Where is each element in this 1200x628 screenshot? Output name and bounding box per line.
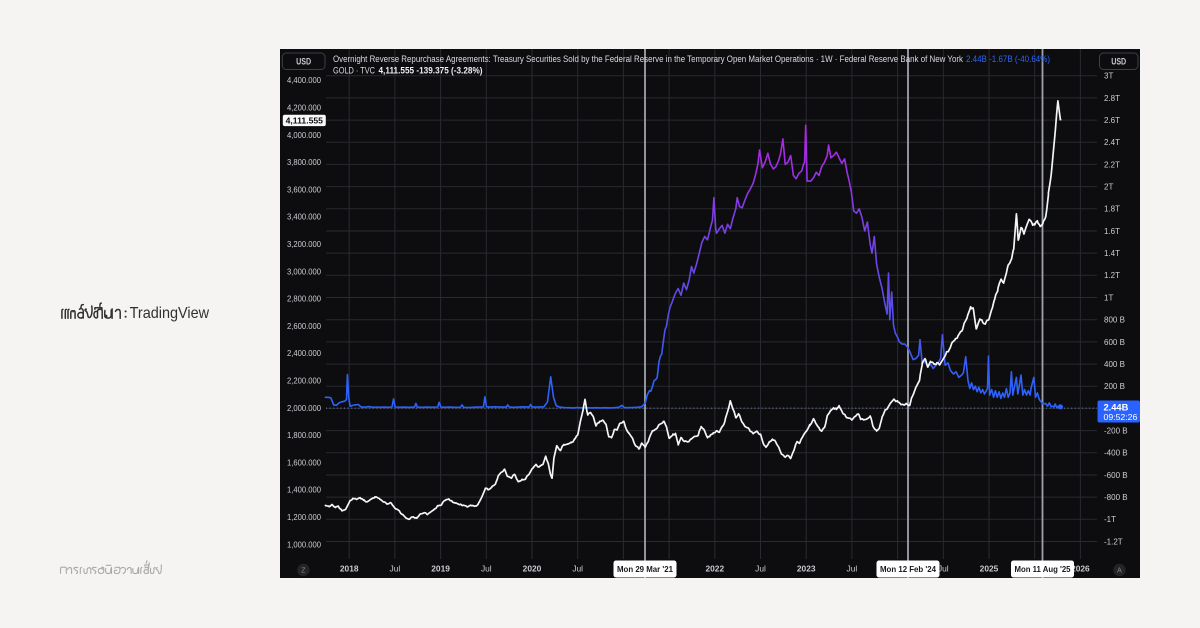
- svg-text:2.44B -1.67B (-40.64%): 2.44B -1.67B (-40.64%): [966, 54, 1050, 65]
- svg-text:2.44B: 2.44B: [1104, 402, 1129, 412]
- svg-text:Jul: Jul: [390, 564, 401, 574]
- svg-text:2018: 2018: [340, 564, 359, 574]
- svg-text:Z: Z: [301, 568, 306, 575]
- svg-text:Mon 12 Feb '24: Mon 12 Feb '24: [880, 564, 936, 574]
- svg-text:1,800.000: 1,800.000: [287, 431, 322, 440]
- svg-text:-800 B: -800 B: [1104, 493, 1128, 502]
- svg-text:3,400.000: 3,400.000: [287, 213, 322, 222]
- svg-text:2.4T: 2.4T: [1104, 138, 1120, 147]
- svg-text:A: A: [1117, 568, 1122, 575]
- svg-text:1.6T: 1.6T: [1104, 227, 1120, 236]
- svg-text:GOLD · TVC: GOLD · TVC: [333, 66, 375, 77]
- svg-text:09:52:26: 09:52:26: [1104, 412, 1138, 422]
- svg-text:2020: 2020: [523, 564, 542, 574]
- svg-text:3,000.000: 3,000.000: [287, 267, 322, 276]
- svg-text:-1T: -1T: [1104, 515, 1116, 524]
- svg-text:2022: 2022: [705, 564, 724, 574]
- svg-text:4,111.555: 4,111.555: [286, 115, 324, 125]
- svg-text:2,800.000: 2,800.000: [287, 295, 322, 304]
- svg-text:2T: 2T: [1104, 183, 1113, 192]
- svg-text:2.2T: 2.2T: [1104, 160, 1120, 169]
- svg-text:800 B: 800 B: [1104, 316, 1125, 325]
- svg-text:-200 B: -200 B: [1104, 427, 1128, 436]
- svg-text:2.6T: 2.6T: [1104, 116, 1120, 125]
- svg-text:TradingView: TradingView: [130, 305, 210, 322]
- svg-text:1,200.000: 1,200.000: [287, 513, 322, 522]
- svg-text:2026: 2026: [1071, 564, 1090, 574]
- svg-text:-1.2T: -1.2T: [1104, 537, 1123, 546]
- svg-text:400 B: 400 B: [1104, 360, 1125, 369]
- svg-text:3,200.000: 3,200.000: [287, 240, 322, 249]
- svg-text:-400 B: -400 B: [1104, 449, 1128, 458]
- svg-text:1,400.000: 1,400.000: [287, 486, 322, 495]
- svg-text:2,600.000: 2,600.000: [287, 322, 322, 331]
- svg-text:2025: 2025: [980, 564, 999, 574]
- svg-text:1.4T: 1.4T: [1104, 249, 1120, 258]
- svg-text:1.2T: 1.2T: [1104, 271, 1120, 280]
- svg-text:Mon 11 Aug '25: Mon 11 Aug '25: [1015, 564, 1071, 574]
- svg-text:2,200.000: 2,200.000: [287, 377, 322, 386]
- svg-text:Jul: Jul: [755, 564, 766, 574]
- svg-text:200 B: 200 B: [1104, 382, 1125, 391]
- svg-text:1T: 1T: [1104, 293, 1113, 302]
- svg-text:3,600.000: 3,600.000: [287, 185, 322, 194]
- svg-text:2,400.000: 2,400.000: [287, 349, 322, 358]
- svg-text:USD: USD: [1111, 57, 1126, 67]
- svg-text:2019: 2019: [431, 564, 450, 574]
- svg-text:4,111.555 -139.375 (-3.28%): 4,111.555 -139.375 (-3.28%): [379, 66, 483, 77]
- svg-text:4,000.000: 4,000.000: [287, 131, 322, 140]
- svg-text:2.8T: 2.8T: [1104, 94, 1120, 103]
- svg-text:1,000.000: 1,000.000: [287, 540, 322, 549]
- svg-text:-600 B: -600 B: [1104, 471, 1128, 480]
- svg-text:2,000.000: 2,000.000: [287, 404, 322, 413]
- svg-text:4,200.000: 4,200.000: [287, 104, 322, 113]
- svg-text:Jul: Jul: [572, 564, 583, 574]
- svg-text:Overnight Reverse Repurchase A: Overnight Reverse Repurchase Agreements:…: [333, 54, 963, 65]
- svg-text:Jul: Jul: [938, 564, 949, 574]
- svg-text:Jul: Jul: [481, 564, 492, 574]
- svg-text:2023: 2023: [797, 564, 816, 574]
- svg-text:1,600.000: 1,600.000: [287, 458, 322, 467]
- svg-text:1.8T: 1.8T: [1104, 205, 1120, 214]
- svg-text:4,400.000: 4,400.000: [287, 76, 322, 85]
- svg-text:USD: USD: [296, 57, 311, 67]
- svg-text:600 B: 600 B: [1104, 338, 1125, 347]
- svg-text:3,800.000: 3,800.000: [287, 158, 322, 167]
- svg-text:Mon 29 Mar '21: Mon 29 Mar '21: [617, 564, 673, 574]
- svg-text:3T: 3T: [1104, 72, 1113, 81]
- svg-text:Jul: Jul: [847, 564, 858, 574]
